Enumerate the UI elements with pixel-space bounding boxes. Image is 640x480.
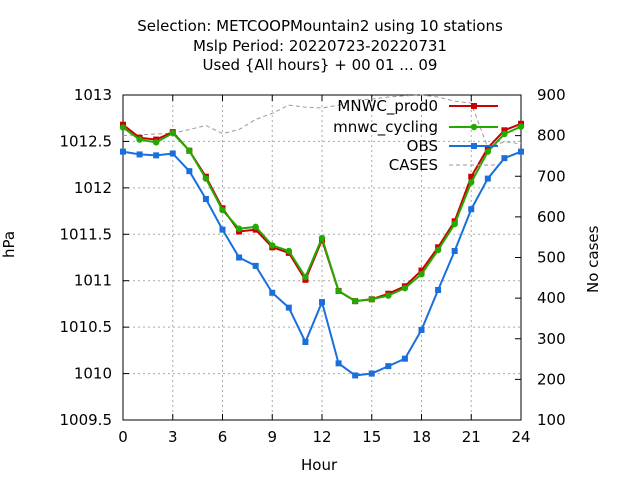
x-axis-label: Hour — [301, 456, 338, 474]
chart-title-line-1: Selection: METCOOPMountain2 using 10 sta… — [137, 17, 503, 35]
data-point — [235, 225, 243, 232]
x-tick-label: 9 — [267, 428, 277, 446]
data-point — [351, 297, 359, 305]
y-tick-label: 1012.5 — [60, 132, 113, 150]
data-point — [269, 289, 276, 296]
data-point — [219, 226, 226, 233]
data-point — [202, 175, 210, 182]
data-point — [136, 151, 143, 158]
y2-tick-label: 300 — [537, 330, 566, 348]
x-tick-label: 24 — [511, 428, 530, 446]
data-point — [484, 148, 492, 155]
data-point — [368, 296, 375, 303]
data-point — [335, 287, 342, 295]
data-point — [302, 273, 309, 281]
x-tick-label: 15 — [362, 428, 381, 446]
legend-label: CASES — [389, 156, 438, 174]
data-point — [186, 168, 193, 175]
x-tick-label: 18 — [412, 428, 431, 446]
data-point — [252, 223, 259, 231]
y2-axis-label: No cases — [584, 225, 602, 293]
chart-title-line-3: Used {All hours} + 00 01 ... 09 — [202, 56, 438, 74]
y2-tick-label: 700 — [537, 167, 566, 185]
y-tick-label: 1012 — [74, 179, 112, 197]
y-tick-label: 1011.5 — [60, 225, 113, 243]
data-point — [418, 267, 425, 274]
y2-tick-label: 200 — [537, 370, 566, 388]
data-point — [385, 363, 392, 370]
data-point — [517, 123, 525, 130]
data-point — [136, 136, 143, 143]
data-point — [401, 284, 409, 292]
y2-tick-label: 900 — [537, 86, 566, 104]
data-point — [335, 360, 342, 367]
y2-tick-label: 400 — [537, 289, 566, 307]
data-point — [352, 372, 359, 379]
data-point — [434, 246, 442, 254]
data-point — [169, 129, 176, 137]
data-point — [285, 304, 292, 311]
data-point — [152, 139, 160, 146]
data-point — [285, 247, 293, 255]
data-point — [252, 262, 259, 269]
data-point — [119, 124, 127, 131]
data-point — [501, 127, 508, 134]
x-tick-label: 12 — [312, 428, 331, 446]
data-point — [186, 147, 193, 154]
data-point — [202, 196, 209, 202]
y-tick-label: 1010 — [74, 365, 112, 383]
data-point — [484, 175, 491, 182]
y-axis-label: hPa — [0, 230, 18, 258]
data-point — [518, 148, 524, 155]
y-tick-label: 1013 — [74, 86, 112, 104]
data-point — [451, 248, 458, 254]
series-line-mnwc-cycling — [122, 125, 522, 303]
data-point — [219, 206, 226, 214]
legend-label: OBS — [407, 137, 438, 155]
y2-tick-label: 600 — [537, 208, 566, 226]
data-point — [468, 179, 475, 186]
data-point — [236, 254, 243, 261]
data-point — [418, 271, 425, 278]
x-tick-label: 6 — [218, 428, 228, 446]
x-tick-label: 0 — [118, 428, 128, 446]
legend-label: mnwc_cycling — [333, 118, 438, 137]
data-point — [169, 150, 176, 157]
x-tick-label: 3 — [168, 428, 178, 446]
data-point — [318, 234, 326, 242]
data-point — [319, 299, 325, 306]
data-point — [468, 206, 475, 213]
chart-title-line-2: Mslp Period: 20220723-20220731 — [193, 37, 447, 55]
data-point — [302, 339, 309, 345]
data-point — [120, 148, 126, 155]
x-tick-label: 21 — [462, 428, 481, 446]
y2-tick-label: 500 — [537, 249, 566, 267]
y-tick-label: 1011 — [74, 272, 112, 290]
legend-marker — [471, 143, 477, 149]
data-point — [269, 242, 276, 249]
series-line-cases — [122, 94, 522, 149]
legend-marker — [470, 123, 478, 131]
data-point — [418, 326, 425, 333]
data-point — [501, 130, 508, 138]
y-tick-label: 1009.5 — [60, 411, 113, 429]
y2-tick-label: 100 — [537, 411, 566, 429]
data-point — [385, 292, 392, 299]
data-point — [451, 220, 458, 228]
data-point — [484, 144, 491, 151]
legend-label: MNWC_prod0 — [337, 97, 438, 116]
data-point — [368, 370, 375, 377]
data-point — [435, 287, 442, 293]
data-point — [153, 152, 160, 159]
data-point — [501, 155, 508, 162]
data-point — [401, 355, 408, 362]
y-tick-label: 1010.5 — [60, 318, 113, 336]
data-point — [468, 173, 475, 180]
y2-tick-label: 800 — [537, 127, 566, 145]
legend-marker — [471, 103, 477, 109]
